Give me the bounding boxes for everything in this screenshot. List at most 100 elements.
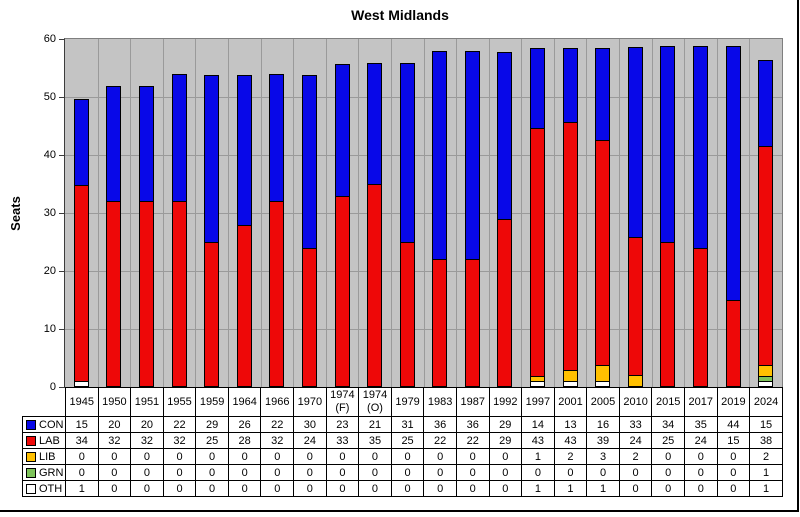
value-cell-CON-1983: 36 [423, 416, 457, 433]
value-cell-OTH-1955: 0 [162, 480, 197, 497]
bar-1951 [138, 86, 154, 387]
value-cell-OTH-2019: 0 [716, 480, 751, 497]
value-cell-OTH-1945: 1 [65, 480, 99, 497]
value-cell-LIB-1987: 0 [455, 448, 490, 465]
year-header-cell: 2001 [553, 387, 588, 417]
bar-1997 [530, 48, 546, 387]
value-cell-GRN-1951: 0 [130, 464, 164, 481]
year-header-cell: 1987 [455, 387, 490, 417]
bar-segment-CON [399, 63, 415, 243]
value-cell-LAB-1951: 32 [130, 432, 164, 449]
value-cell-OTH-1970: 0 [293, 480, 327, 497]
bar-segment-CON [497, 52, 513, 220]
bar-segment-LAB [432, 259, 448, 387]
y-tick-label: 10 [43, 323, 56, 335]
value-cell-CON-1955: 22 [162, 416, 197, 433]
value-cell-LIB-1974 (F): 0 [325, 448, 360, 465]
bar-1979 [399, 63, 415, 387]
legend-entry-CON: CON [24, 418, 65, 431]
bar-segment-CON [301, 75, 317, 249]
year-header-cell: 1945 [65, 387, 99, 417]
bar-segment-CON [530, 48, 546, 129]
bar-segment-CON [595, 48, 611, 141]
bar-segment-LAB [562, 122, 578, 371]
value-cell-LIB-2001: 2 [553, 448, 588, 465]
bar-segment-CON [204, 75, 220, 243]
value-cell-LAB-1992: 29 [488, 432, 523, 449]
value-cell-LIB-1974 (O): 0 [358, 448, 392, 465]
y-tick-label: 60 [43, 33, 56, 45]
bar-segment-LIB [595, 365, 611, 382]
y-tick-mark [59, 97, 64, 98]
value-cell-OTH-1959: 0 [195, 480, 229, 497]
year-header-cell: 1964 [227, 387, 262, 417]
y-tick-label: 20 [43, 265, 56, 277]
bar-1964 [236, 75, 252, 387]
year-line: (F) [335, 402, 350, 414]
value-cell-GRN-2017: 0 [683, 464, 718, 481]
value-cell-LIB-2005: 3 [586, 448, 620, 465]
legend-cell-CON: CON [22, 416, 66, 433]
year-header-cell: 1997 [521, 387, 555, 417]
data-table: 1945 1950 1951 1955 1959 1964 1966 1970 1974 (F) 1… [22, 387, 783, 497]
value-cell-OTH-2017: 0 [683, 480, 718, 497]
value-cell-CON-1950: 20 [97, 416, 132, 433]
legend-label-GRN: GRN [39, 466, 64, 479]
year-header-cell: 2017 [683, 387, 718, 417]
value-cell-LAB-2019: 15 [716, 432, 751, 449]
value-cell-LAB-2017: 24 [683, 432, 718, 449]
series-row-GRN: GRN 0 0 0 0 0 0 0 0 0 0 0 0 0 0 0 0 0 0 0 0 0 1 [22, 464, 783, 481]
value-cell-LAB-1987: 22 [455, 432, 490, 449]
year-line: 1974 [330, 389, 355, 401]
bar-2001 [562, 48, 578, 387]
value-cell-CON-1974 (F): 23 [325, 416, 360, 433]
value-cell-LAB-1997: 43 [521, 432, 555, 449]
year-line: 1974 [362, 389, 388, 401]
value-cell-LAB-1955: 32 [162, 432, 197, 449]
legend-entry-OTH: OTH [24, 483, 65, 495]
legend-label-CON: CON [39, 418, 64, 431]
legend-entry-GRN: GRN [24, 466, 65, 479]
value-cell-LAB-2001: 43 [553, 432, 588, 449]
value-cell-LIB-1970: 0 [293, 448, 327, 465]
value-cell-GRN-1945: 0 [65, 464, 99, 481]
value-cell-CON-1970: 30 [293, 416, 327, 433]
y-tick-mark [59, 271, 64, 272]
legend-cell-LAB: LAB [22, 432, 66, 449]
value-cell-LAB-1974 (F): 33 [325, 432, 360, 449]
year-header-cell: 1974 (O) [358, 387, 392, 417]
value-cell-LAB-1983: 22 [423, 432, 457, 449]
y-tick-label: 30 [43, 207, 56, 219]
value-cell-CON-1992: 29 [488, 416, 523, 433]
value-cell-GRN-2015: 0 [651, 464, 685, 481]
value-cell-OTH-1979: 0 [390, 480, 425, 497]
horizontal-gridline [65, 329, 782, 330]
value-cell-GRN-2019: 0 [716, 464, 751, 481]
value-cell-OTH-1966: 0 [260, 480, 295, 497]
bar-2005 [595, 48, 611, 387]
year-header-cell: 1951 [130, 387, 164, 417]
year-header-cell: 1950 [97, 387, 132, 417]
bar-2024 [758, 60, 774, 387]
value-cell-LIB-1966: 0 [260, 448, 295, 465]
bar-segment-CON [73, 99, 89, 186]
legend-swatch-CON [26, 419, 36, 430]
y-axis-title: Seats [7, 195, 23, 231]
bar-2019 [725, 46, 741, 387]
bar-1983 [432, 51, 448, 387]
legend-swatch-OTH [26, 483, 36, 494]
value-cell-GRN-1974 (F): 0 [325, 464, 360, 481]
value-cell-LAB-1959: 25 [195, 432, 229, 449]
value-cell-CON-1979: 31 [390, 416, 425, 433]
bar-1974 (O) [367, 63, 383, 387]
value-cell-OTH-2010: 0 [618, 480, 653, 497]
value-cell-OTH-1983: 0 [423, 480, 457, 497]
bar-segment-CON [432, 51, 448, 260]
y-tick-label: 40 [43, 149, 56, 161]
value-cell-OTH-1950: 0 [97, 480, 132, 497]
legend-swatch-GRN [26, 467, 36, 478]
value-cell-GRN-1950: 0 [97, 464, 132, 481]
value-cell-LIB-1992: 0 [488, 448, 523, 465]
year-header-cell: 1974 (F) [325, 387, 360, 417]
year-line: (O) [367, 402, 383, 414]
